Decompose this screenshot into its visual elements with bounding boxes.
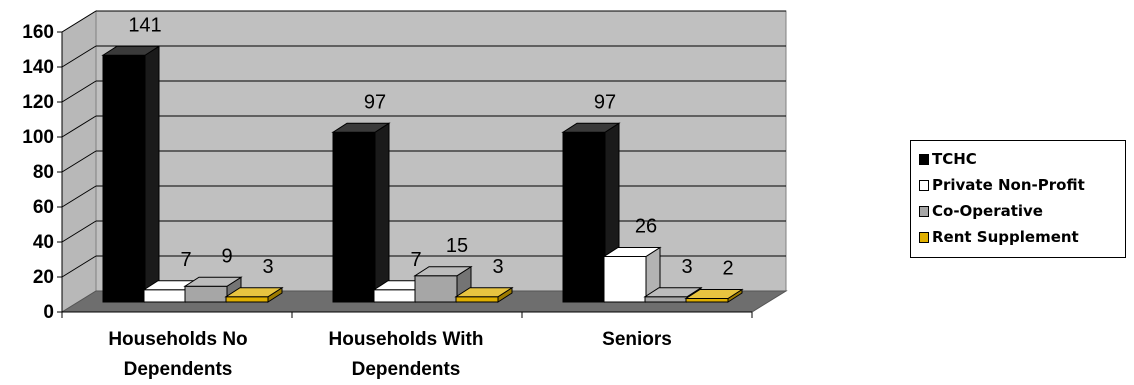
bar-top bbox=[331, 122, 391, 133]
y-tick-label: 40 bbox=[33, 232, 54, 253]
y-tick-label: 60 bbox=[33, 197, 54, 218]
bar-private-non-profit: 26 bbox=[602, 216, 662, 303]
gridline-side bbox=[61, 115, 97, 138]
legend-label-tchc: TCHC bbox=[932, 150, 977, 168]
y-tick-label: 100 bbox=[22, 127, 54, 148]
bar-front bbox=[455, 296, 499, 303]
legend-swatch-tchc bbox=[919, 153, 929, 165]
bar-top bbox=[643, 287, 703, 298]
data-label: 141 bbox=[128, 14, 161, 36]
bar-top bbox=[602, 247, 662, 257]
bar-tchc: 141 bbox=[101, 14, 162, 303]
legend-label-co-operative: Co-Operative bbox=[932, 202, 1043, 220]
x-tick-label-line: Households No bbox=[108, 329, 247, 350]
bar-rent-supplement: 2 bbox=[684, 258, 744, 303]
bar-rent-supplement: 3 bbox=[454, 256, 514, 303]
bar-front bbox=[603, 256, 647, 303]
data-label: 7 bbox=[410, 249, 421, 271]
data-label: 97 bbox=[364, 91, 386, 113]
bar-front bbox=[373, 289, 417, 303]
bar-top bbox=[454, 287, 514, 298]
x-tick-label-line: Dependents bbox=[124, 359, 233, 380]
gridlines bbox=[61, 10, 786, 278]
data-label: 3 bbox=[681, 256, 692, 278]
bar-front bbox=[102, 54, 146, 303]
legend-swatch-private-non-profit bbox=[919, 179, 929, 191]
x-tick-label: Households With Dependents bbox=[329, 329, 484, 380]
legend-swatch-co-operative bbox=[919, 205, 929, 217]
data-label: 26 bbox=[635, 216, 657, 238]
bar-front bbox=[562, 131, 606, 303]
bar-top bbox=[183, 276, 243, 287]
legend-swatch-rent-supplement bbox=[919, 231, 929, 243]
bar-front bbox=[644, 296, 688, 303]
bar-tchc: 97 bbox=[331, 91, 391, 303]
data-label: 3 bbox=[492, 256, 503, 278]
gridline-side bbox=[61, 45, 97, 68]
bar-co-operative: 9 bbox=[183, 245, 243, 303]
bar-rent-supplement: 3 bbox=[224, 256, 284, 303]
bar-top bbox=[413, 266, 473, 277]
bar-front bbox=[184, 285, 228, 303]
legend-label-private-non-profit: Private Non-Profit bbox=[932, 176, 1085, 194]
data-label: 2 bbox=[722, 258, 733, 280]
x-tick-label-line: Dependents bbox=[352, 359, 461, 380]
legend-label-rent-supplement: Rent Supplement bbox=[932, 228, 1079, 246]
bar-top bbox=[101, 45, 161, 56]
gridline-side bbox=[61, 80, 97, 103]
bar-top bbox=[684, 289, 744, 299]
y-tick-label: 160 bbox=[22, 22, 54, 43]
bar-side bbox=[374, 122, 390, 303]
bar-front bbox=[225, 296, 269, 303]
data-label: 97 bbox=[594, 91, 616, 113]
legend: TCHC Private Non-Profit Co-Operative Ren… bbox=[910, 140, 1126, 258]
gridline-side bbox=[61, 10, 97, 33]
bar-front bbox=[332, 131, 376, 303]
data-label: 9 bbox=[221, 245, 232, 267]
data-label: 7 bbox=[180, 249, 191, 271]
y-tick-label: 140 bbox=[22, 57, 54, 78]
x-tick-label: Seniors bbox=[602, 329, 672, 350]
x-tick-label: Households No Dependents bbox=[108, 329, 247, 380]
y-tick-label: 0 bbox=[43, 302, 54, 323]
gridline-side bbox=[61, 255, 97, 278]
bar-side bbox=[144, 45, 160, 303]
gridline-side bbox=[61, 220, 97, 243]
legend-item-co-operative: Co-Operative bbox=[919, 198, 1125, 224]
legend-item-private-non-profit: Private Non-Profit bbox=[919, 172, 1125, 198]
bar-front bbox=[143, 289, 187, 303]
bar-top bbox=[561, 122, 621, 133]
gridline-side bbox=[61, 150, 97, 173]
data-label: 15 bbox=[446, 235, 468, 257]
x-tick-label-line: Households With bbox=[329, 329, 484, 350]
legend-item-rent-supplement: Rent Supplement bbox=[919, 224, 1125, 250]
y-tick-label: 80 bbox=[33, 162, 54, 183]
y-tick-label: 20 bbox=[33, 267, 54, 288]
y-tick-label: 120 bbox=[22, 92, 54, 113]
legend-item-tchc: TCHC bbox=[919, 146, 1125, 172]
bar-front bbox=[685, 298, 729, 303]
x-tick-label-line: Seniors bbox=[602, 329, 672, 350]
bar-top bbox=[224, 287, 284, 298]
bar-front bbox=[414, 275, 458, 303]
gridline-side bbox=[61, 185, 97, 208]
data-label: 3 bbox=[262, 256, 273, 278]
